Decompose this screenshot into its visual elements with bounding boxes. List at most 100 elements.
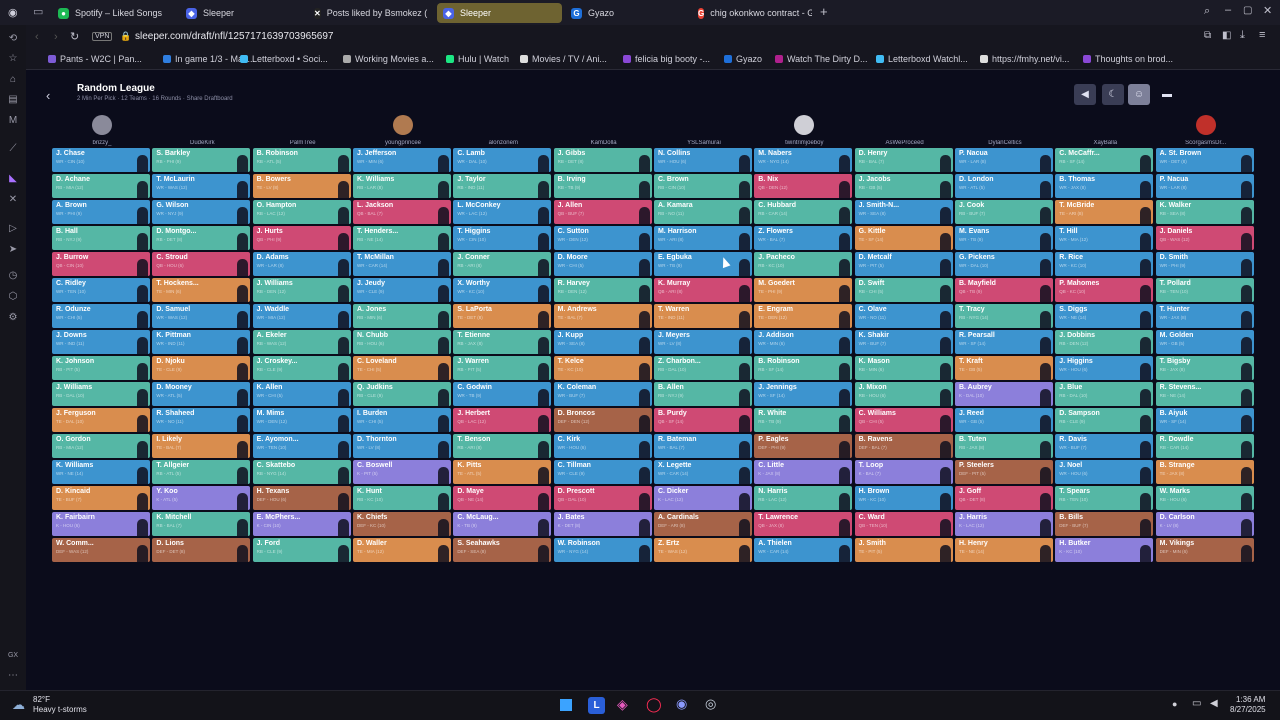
gx-icon[interactable]: GX [7, 652, 19, 659]
menu-icon[interactable]: ≡ [1259, 29, 1266, 41]
pick-cell[interactable]: R. Pearsall WR - SF (14) [954, 330, 1053, 355]
pick-cell[interactable]: R. Stevens... RB - NE (14) [1155, 382, 1254, 407]
pick-cell[interactable]: J. Dobbins RB - DEN (12) [1055, 330, 1154, 355]
pick-cell[interactable]: J. Kupp WR - SEA (8) [553, 330, 652, 355]
pick-cell[interactable]: D. Smith WR - PHI (9) [1155, 252, 1254, 277]
pick-cell[interactable]: O. Gordon RB - MIA (12) [52, 434, 150, 459]
pick-cell[interactable]: J. Croskey... RB - CLE (9) [252, 356, 351, 381]
pick-cell[interactable]: T. Pollard RB - TEN (10) [1155, 278, 1254, 303]
pick-cell[interactable]: C. Boswell K - PIT (5) [352, 460, 451, 485]
pick-cell[interactable]: J. Waddle WR - MIA (12) [252, 304, 351, 329]
tabs-icon[interactable]: ⌂ [9, 74, 17, 85]
pick-cell[interactable]: D. Swift RB - CHI (5) [854, 278, 953, 303]
pick-cell[interactable]: D. Moore WR - CHI (5) [553, 252, 652, 277]
pick-cell[interactable]: J. Ford RB - CLE (9) [252, 538, 351, 563]
pick-cell[interactable]: P. Mahomes QB - KC (10) [1055, 278, 1154, 303]
pick-cell[interactable]: D. London WR - ATL (5) [954, 174, 1053, 199]
pick-cell[interactable]: M. Mims WR - DEN (12) [252, 408, 351, 433]
team-header[interactable]: youngprincee [353, 114, 453, 148]
pick-cell[interactable]: R. Rice WR - KC (10) [1055, 252, 1154, 277]
pick-cell[interactable]: Q. Judkins RB - CLE (9) [352, 382, 451, 407]
pick-cell[interactable]: J. Bates K - DET (8) [553, 512, 652, 537]
pick-cell[interactable]: K. Mitchell RB - BAL (7) [152, 512, 251, 537]
start-icon[interactable] [558, 697, 574, 713]
pick-cell[interactable]: C. Ward QB - TEN (10) [854, 512, 953, 537]
team-header[interactable]: twintrimjoeboy [754, 114, 854, 148]
pick-cell[interactable]: T. Kelce TE - KC (10) [553, 356, 652, 381]
pick-cell[interactable]: C. Lamb WR - DAL (10) [453, 148, 552, 173]
pick-cell[interactable]: A. St. Brown WR - DET (8) [1155, 148, 1254, 173]
pick-cell[interactable]: T. Bigsby RB - JAX (8) [1155, 356, 1254, 381]
pick-cell[interactable]: K. Williams WR - NE (14) [52, 460, 150, 485]
new-tab-button[interactable]: + [820, 4, 828, 19]
pick-cell[interactable]: H. Brown WR - KC (10) [854, 486, 953, 511]
minimize-icon[interactable]: – [1225, 4, 1232, 16]
pick-cell[interactable]: S. Diggs WR - NE (14) [1055, 304, 1154, 329]
pick-cell[interactable]: A. Thielen WR - CAR (14) [754, 538, 853, 563]
team-header[interactable]: KamDolla [554, 114, 654, 148]
pick-cell[interactable]: K. Johnson RB - PIT (5) [52, 356, 150, 381]
pick-cell[interactable]: Y. Koo K - ATL (5) [152, 486, 251, 511]
emoji-button[interactable]: ☺ [1128, 84, 1150, 105]
pick-cell[interactable]: P. Steelers DEF - PIT (5) [954, 460, 1053, 485]
mic-icon[interactable]: ● [1172, 699, 1178, 709]
pick-cell[interactable]: J. Burrow QB - CIN (10) [52, 252, 150, 277]
pick-cell[interactable]: B. Tuten RB - JAX (8) [954, 434, 1053, 459]
pick-cell[interactable]: T. Allgeier RB - ATL (5) [152, 460, 251, 485]
pick-cell[interactable]: R. Shaheed WR - NO (11) [152, 408, 251, 433]
settings-icon[interactable]: ⚙ [8, 312, 18, 323]
pick-cell[interactable]: K. Pitts TE - ATL (5) [453, 460, 552, 485]
pick-cell[interactable]: C. Tillman WR - CLE (9) [553, 460, 652, 485]
pick-cell[interactable]: C. Brown RB - CIN (10) [653, 174, 752, 199]
back-arrow-icon[interactable]: ‹ [46, 88, 51, 103]
tab-3[interactable]: ◆ Sleeper [437, 3, 562, 23]
sidebar-toggle-icon[interactable]: ▭ [33, 6, 44, 18]
bookmark-item[interactable]: Letterboxd • Soci... [240, 54, 328, 64]
close-icon[interactable]: ✕ [1263, 5, 1273, 17]
pick-cell[interactable]: J. Gibbs RB - DET (8) [553, 148, 652, 173]
pick-cell[interactable]: R. Davis WR - BUF (7) [1055, 434, 1154, 459]
weather-temp[interactable]: 82°F [33, 695, 50, 704]
pick-cell[interactable]: S. Seahawks DEF - SEA (8) [453, 538, 552, 563]
team-header[interactable]: alonzonem [453, 114, 553, 148]
tab-0[interactable]: ● Spotify – Liked Songs [52, 3, 202, 23]
pick-cell[interactable]: M. Andrews TE - BAL (7) [553, 304, 652, 329]
pick-cell[interactable]: J. Taylor RB - IND (11) [453, 174, 552, 199]
bookmark-item[interactable]: https://fmhy.net/vi... [980, 54, 1069, 64]
pick-cell[interactable]: H. Butker K - KC (10) [1055, 538, 1154, 563]
wallet-icon[interactable]: ◧ [1222, 30, 1232, 41]
pick-cell[interactable]: J. Daniels QB - WAS (12) [1155, 226, 1254, 251]
pick-cell[interactable]: C. Little K - JAX (8) [754, 460, 853, 485]
pick-cell[interactable]: Z. Ertz TE - WAS (12) [653, 538, 752, 563]
pick-cell[interactable]: B. Aubrey K - DAL (10) [954, 382, 1053, 407]
pick-cell[interactable]: A. Brown WR - PHI (9) [52, 200, 150, 225]
maximize-icon[interactable]: ▢ [1243, 5, 1253, 16]
pick-cell[interactable]: B. Irving RB - TB (9) [553, 174, 652, 199]
pick-cell[interactable]: X. Legette WR - CAR (14) [653, 460, 752, 485]
pick-cell[interactable]: K. Pittman WR - IND (11) [152, 330, 251, 355]
pick-cell[interactable]: B. Robinson RB - SF (14) [754, 356, 853, 381]
pick-cell[interactable]: D. Broncos DEF - DEN (12) [553, 408, 652, 433]
pick-cell[interactable]: J. Pacheco RB - KC (10) [754, 252, 853, 277]
pick-cell[interactable]: R. Odunze WR - CHI (5) [52, 304, 150, 329]
pick-cell[interactable]: C. Sutton WR - DEN (12) [553, 226, 652, 251]
pick-cell[interactable]: D. Thornton WR - LV (8) [352, 434, 451, 459]
pick-cell[interactable]: P. Nacua WR - LAR (8) [954, 148, 1053, 173]
pick-cell[interactable]: T. Spears RB - TEN (10) [1055, 486, 1154, 511]
pick-cell[interactable]: C. Skattebo RB - NYG (14) [252, 460, 351, 485]
extensions-icon[interactable]: ⧉ [1204, 30, 1212, 41]
pick-cell[interactable]: D. Prescott QB - DAL (10) [553, 486, 652, 511]
pick-cell[interactable]: D. Montgo... RB - DET (8) [152, 226, 251, 251]
pick-cell[interactable]: J. Warren RB - PIT (5) [453, 356, 552, 381]
discord-icon[interactable]: ◉ [676, 696, 688, 711]
pick-cell[interactable]: W. Comm... DEF - WAS (12) [52, 538, 150, 563]
team-header[interactable]: ScorgasmsDr... [1156, 114, 1256, 148]
pick-cell[interactable]: D. Njoku TE - CLE (9) [152, 356, 251, 381]
pick-cell[interactable]: W. Marks RB - HOU (6) [1155, 486, 1254, 511]
pick-cell[interactable]: G. Kittle TE - SF (14) [854, 226, 953, 251]
pick-cell[interactable]: J. Ferguson TE - DAL (10) [52, 408, 150, 433]
pick-cell[interactable]: H. Henry TE - NE (14) [954, 538, 1053, 563]
layout-button[interactable]: ▬ [1162, 89, 1172, 100]
pick-cell[interactable]: J. Herbert QB - LAC (12) [453, 408, 552, 433]
